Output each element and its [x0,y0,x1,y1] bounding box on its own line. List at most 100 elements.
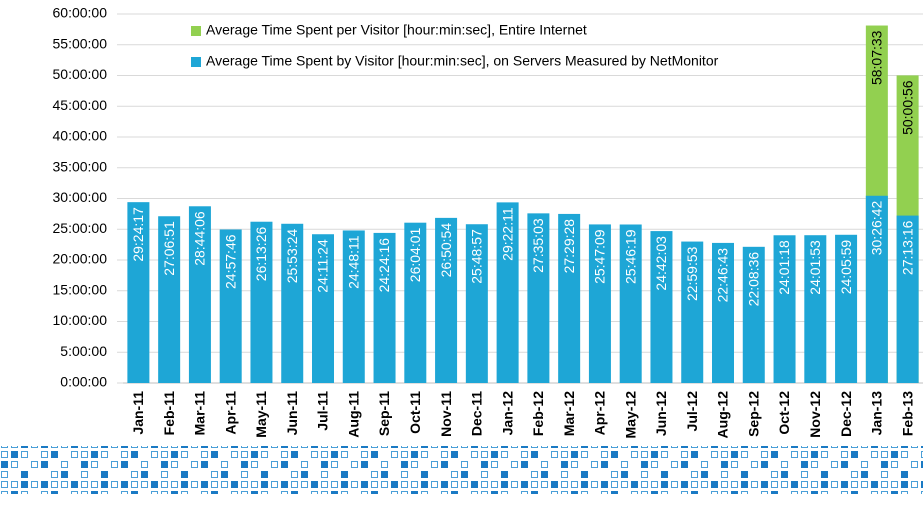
x-tick-label: Feb-11 [161,391,177,436]
bar [127,202,150,383]
legend-label: Average Time Spent per Visitor [hour:min… [206,22,587,38]
bar [742,246,765,383]
value-label: 30:26:42 [869,201,885,256]
x-tick-label: Aug-12 [715,391,731,439]
bar [865,195,888,383]
value-label: 24:57:46 [222,234,238,289]
bar [527,213,550,383]
y-tick-label: 10:00:00 [53,312,108,328]
bar [588,224,611,383]
bar [712,242,734,383]
value-label: 29:22:11 [499,207,515,261]
value-label: 25:46:19 [622,229,638,284]
x-tick-label: Mar-12 [561,391,577,436]
y-tick-label: 25:00:00 [53,220,108,236]
value-label: 58:07:33 [869,30,885,85]
bar [558,213,581,383]
value-label: 26:13:26 [253,227,269,282]
x-tick-label: Jul-11 [315,391,331,431]
value-label: 24:11:24 [315,239,331,293]
x-tick-label: Jun-11 [284,391,300,436]
x-tick-label: May-12 [622,391,638,439]
bar [404,222,427,383]
x-tick-label: Dec-11 [469,391,485,436]
value-label: 25:47:09 [592,229,608,284]
bar [465,224,488,383]
x-tick-label: Aug-11 [345,391,361,438]
y-tick-label: 55:00:00 [53,35,108,51]
value-label: 22:59:53 [684,246,700,301]
value-label: 25:48:57 [469,229,485,284]
x-tick-label: Oct-12 [776,391,792,435]
y-tick-label: 20:00:00 [53,251,108,267]
y-tick-label: 60:00:00 [53,5,108,21]
x-tick-label: Dec-12 [838,391,854,437]
bar [250,221,273,383]
bar [835,234,858,383]
y-tick-label: 5:00:00 [60,343,107,359]
y-tick-label: 30:00:00 [53,189,108,205]
bar [804,235,827,383]
x-tick-label: May-11 [253,391,269,438]
value-label: 22:08:36 [745,252,761,307]
bar [342,230,365,383]
x-tick-label: Jan-13 [869,391,885,436]
bar [312,234,334,383]
bar [373,232,396,383]
value-label: 26:50:54 [438,223,454,278]
value-label: 27:29:28 [561,219,577,274]
value-label: 29:24:17 [130,207,146,262]
legend-swatch [191,26,201,36]
x-tick-label: Nov-11 [438,391,454,437]
bar [496,202,519,383]
bar [158,216,181,383]
y-tick-label: 40:00:00 [53,128,108,144]
bar [650,231,673,383]
x-tick-label: Apr-12 [592,391,608,436]
legend-swatch [191,57,201,67]
value-label: 50:00:56 [899,80,915,135]
x-tick-label: Feb-13 [899,391,915,436]
value-label: 27:13:16 [899,220,915,275]
y-tick-label: 50:00:00 [53,66,108,82]
value-label: 26:04:01 [407,227,423,282]
legend: Average Time Spent per Visitor [hour:min… [191,22,719,69]
x-tick-label: Jan-11 [130,391,146,435]
bar [619,224,642,383]
y-tick-label: 45:00:00 [53,97,108,113]
value-label: 24:01:53 [807,240,823,295]
value-label: 24:48:11 [345,235,361,289]
bar [896,215,919,383]
x-tick-label: Mar-11 [192,391,208,436]
bar [219,229,242,383]
bar [435,217,458,383]
x-tick-label: Apr-11 [222,391,238,435]
bar [681,241,704,383]
bar [281,223,304,383]
value-label: 22:46:43 [715,248,731,303]
decorative-pattern [0,446,923,494]
x-tick-label: Sep-11 [376,391,392,436]
bar [188,206,211,383]
y-tick-label: 0:00:00 [60,374,107,390]
x-tick-label: Jul-12 [684,391,700,432]
value-label: 28:44:06 [192,211,208,266]
value-label: 24:01:18 [776,240,792,295]
x-tick-label: Oct-11 [407,391,423,434]
value-label: 27:06:51 [161,221,177,276]
x-tick-label: Jun-12 [653,391,669,436]
legend-label: Average Time Spent by Visitor [hour:min:… [206,53,719,69]
value-label: 27:35:03 [530,218,546,273]
value-label: 25:53:24 [284,229,300,284]
bar [773,235,796,383]
y-tick-label: 15:00:00 [53,281,108,297]
x-tick-label: Sep-12 [745,391,761,437]
value-label: 24:42:03 [653,236,669,291]
value-label: 24:24:16 [376,238,392,293]
y-tick-label: 35:00:00 [53,158,108,174]
value-label: 24:05:59 [838,240,854,295]
x-tick-label: Jan-12 [499,391,515,436]
x-tick-label: Feb-12 [530,391,546,436]
